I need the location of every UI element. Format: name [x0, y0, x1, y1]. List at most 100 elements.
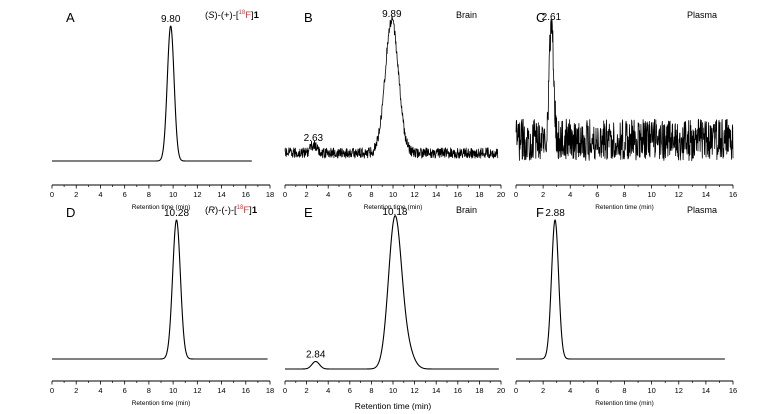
x-tick-label: 16	[729, 386, 737, 395]
panel-e: 0 2 4 6 8 10 12 14 16 18 20 Retention time (min) 2.8…	[283, 205, 505, 411]
x-tick-label: 0	[283, 190, 287, 199]
x-tick-label: 14	[217, 190, 225, 199]
x-tick-label: 4	[98, 190, 102, 199]
x-tick-label: 20	[497, 190, 505, 199]
x-tick-label: 20	[497, 386, 505, 395]
panel-letter: A	[66, 10, 75, 25]
x-tick-label: 6	[348, 190, 352, 199]
panel-letter: B	[304, 10, 313, 25]
x-tick-label: 8	[369, 386, 373, 395]
x-tick-label: 16	[454, 190, 462, 199]
x-tick-label: 12	[675, 190, 683, 199]
sample-annotation: Brain	[456, 10, 477, 20]
x-tick-label: 6	[123, 386, 127, 395]
peak-label: 2.61	[542, 12, 562, 23]
chromatogram-trace	[515, 219, 726, 360]
x-tick-label: 4	[568, 190, 572, 199]
x-tick-label: 12	[675, 386, 683, 395]
x-tick-label: 14	[217, 386, 225, 395]
compound-mid: )-(+)-[	[215, 10, 239, 21]
sample-annotation: Brain	[456, 205, 477, 215]
x-tick-label: 18	[475, 386, 483, 395]
peak-label: 10.18	[382, 207, 407, 218]
compound-prefix: (	[205, 205, 209, 216]
x-tick-label: 4	[568, 386, 572, 395]
x-tick-label: 0	[514, 386, 518, 395]
x-tick-label: 16	[454, 386, 462, 395]
x-tick-label: 0	[50, 190, 54, 199]
x-tick-label: 14	[432, 386, 440, 395]
x-tick-label: 2	[541, 386, 545, 395]
chromatogram-trace	[51, 219, 268, 360]
x-axis-title: Retention time (min)	[355, 401, 432, 411]
peak-label: 2.88	[545, 208, 565, 219]
x-axis-title: Retention time (min)	[132, 204, 191, 211]
x-tick-label: 16	[242, 386, 250, 395]
x-tick-label: 8	[369, 190, 373, 199]
x-tick-label: 4	[326, 386, 330, 395]
compound-close: ]	[249, 205, 252, 216]
x-tick-label: 14	[432, 190, 440, 199]
x-tick-label: 8	[622, 190, 626, 199]
x-tick-label: 2	[74, 386, 78, 395]
compound-label: (S)-(+)-[18F]1	[205, 10, 260, 21]
x-tick-label: 12	[410, 386, 418, 395]
x-tick-label: 6	[348, 386, 352, 395]
x-tick-label: 18	[475, 190, 483, 199]
panel-letter: D	[66, 205, 75, 220]
x-tick-label: 16	[729, 190, 737, 199]
x-tick-label: 12	[410, 190, 418, 199]
panel-f: 0 2 4 6 8 10 12 14 16 Retention time (min) 2.88F Pl…	[514, 205, 737, 407]
compound-mass: 18	[237, 205, 244, 211]
x-tick-label: 2	[305, 386, 309, 395]
compound-element: F	[243, 205, 249, 216]
chromatogram-trace	[515, 19, 734, 162]
x-tick-label: 6	[595, 386, 599, 395]
x-tick-label: 10	[647, 386, 655, 395]
x-tick-label: 8	[147, 386, 151, 395]
panel-a: 0 2 4 6 8 10 12 14 16 18 Retention time (min) 9.80 A…	[50, 10, 274, 211]
sample-annotation: Plasma	[687, 205, 717, 215]
compound-mass: 18	[239, 10, 246, 16]
x-axis-title: Retention time (min)	[595, 204, 654, 211]
x-tick-label: 0	[283, 386, 287, 395]
panel-c: 0 2 4 6 8 10 12 14 16 Retention time (min) 2.61C Pl…	[514, 10, 737, 211]
x-tick-label: 2	[305, 190, 309, 199]
compound-stereo: S	[208, 10, 215, 21]
panel-letter: E	[304, 205, 313, 220]
x-tick-label: 8	[147, 190, 151, 199]
panel-letter: C	[536, 10, 545, 25]
compound-close: ]	[251, 10, 254, 21]
x-tick-label: 8	[622, 386, 626, 395]
compound-stereo: R	[208, 205, 215, 216]
x-tick-label: 6	[123, 190, 127, 199]
x-tick-label: 10	[389, 190, 397, 199]
compound-mid: )-(-)-[	[215, 205, 237, 216]
x-tick-label: 16	[242, 190, 250, 199]
x-tick-label: 14	[702, 386, 710, 395]
sample-annotation: Plasma	[687, 10, 717, 20]
compound-element: F	[245, 10, 251, 21]
x-tick-label: 6	[595, 190, 599, 199]
compound-number: 1	[254, 10, 260, 21]
x-tick-label: 2	[541, 190, 545, 199]
x-tick-label: 10	[647, 190, 655, 199]
x-tick-label: 12	[193, 386, 201, 395]
x-axis-title: Retention time (min)	[364, 204, 423, 211]
x-tick-label: 2	[74, 190, 78, 199]
peak-label: 10.28	[164, 208, 189, 219]
x-tick-label: 18	[266, 190, 274, 199]
panel-b: 0 2 4 6 8 10 12 14 16 18 20 Retention time (min) 2.6…	[283, 9, 505, 211]
x-tick-label: 4	[326, 190, 330, 199]
compound-label: (R)-(-)-[18F]1	[205, 205, 258, 216]
chromatogram-trace	[284, 15, 499, 159]
x-tick-label: 0	[514, 190, 518, 199]
x-axis-title: Retention time (min)	[132, 400, 191, 407]
peak-label: 9.89	[382, 9, 402, 20]
x-tick-label: 10	[169, 386, 177, 395]
x-tick-label: 12	[193, 190, 201, 199]
peak-label: 9.80	[161, 14, 181, 25]
x-tick-label: 10	[389, 386, 397, 395]
